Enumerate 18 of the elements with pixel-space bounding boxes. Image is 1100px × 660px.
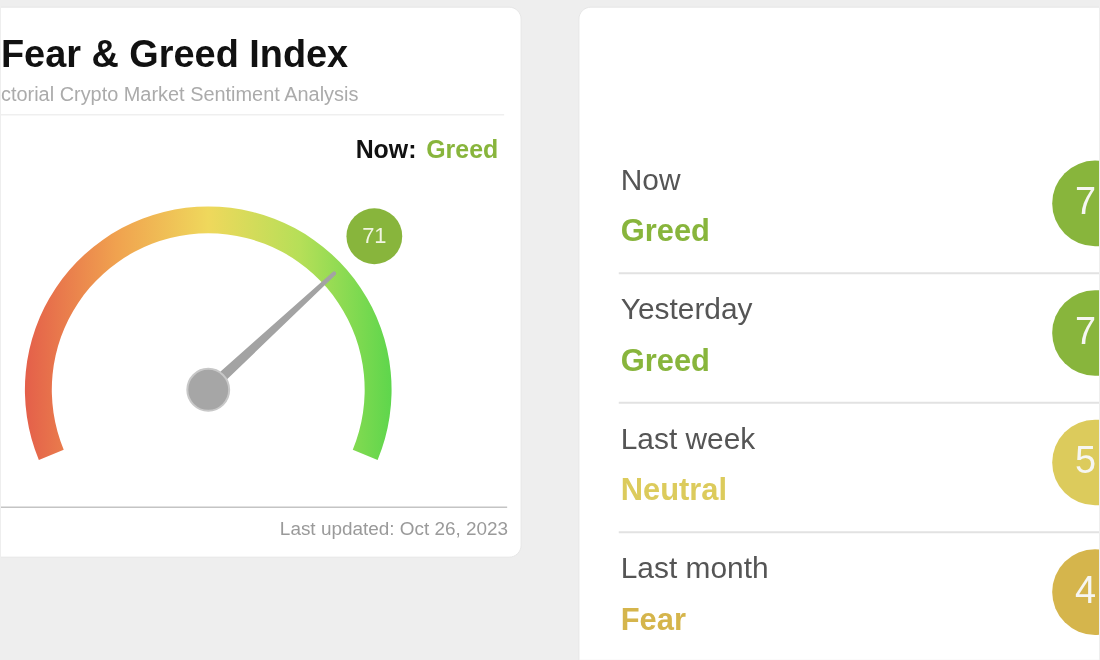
data-label: 71 (362, 223, 387, 249)
text: 7 (1075, 309, 1097, 352)
text: Fear (620, 601, 686, 637)
text: Greed (426, 134, 499, 163)
text: 5 (1075, 439, 1097, 482)
text: Fear & Greed Index (1, 32, 349, 75)
text: Greed (620, 342, 710, 378)
category-label: Last month (620, 551, 769, 585)
text: 7 (1075, 180, 1097, 223)
text: Greed (620, 213, 710, 249)
category-label: Now (620, 162, 681, 196)
text: 4 (1075, 569, 1097, 612)
text: Neutral (620, 472, 728, 508)
text: Last updated: Oct 26, 2023 (279, 518, 509, 540)
category-label: Last week (620, 421, 756, 455)
text: ctorial Crypto Market Sentiment Analysis (1, 82, 359, 105)
category-label: Yesterday (620, 292, 753, 326)
text: Now: (355, 134, 417, 163)
